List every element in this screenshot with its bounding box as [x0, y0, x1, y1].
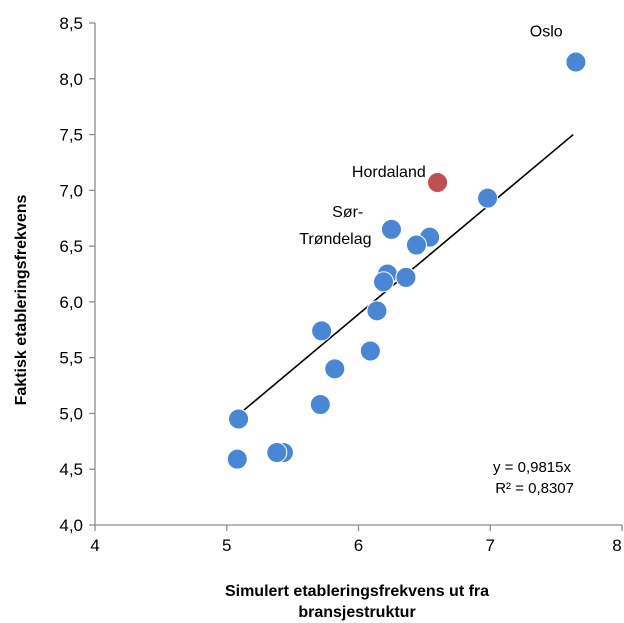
- data-point: [395, 266, 417, 288]
- x-axis: [94, 524, 623, 531]
- data-point: [309, 394, 331, 416]
- y-tick-label: 8,0: [59, 70, 83, 89]
- data-point: [366, 300, 388, 322]
- x-axis-title-line1: Simulert etableringsfrekvens ut fra: [225, 583, 489, 600]
- x-tick-labels: 4 5 6 7 8: [90, 536, 621, 555]
- data-point: [266, 441, 288, 463]
- x-tick-label: 6: [354, 536, 363, 555]
- data-point: [477, 187, 499, 209]
- r-squared: R² = 0,8307: [495, 480, 574, 497]
- y-tick-label: 4,5: [59, 460, 83, 479]
- point-annotation: Oslo: [530, 23, 563, 40]
- point-annotation: Sør-: [332, 204, 363, 221]
- data-points: [226, 51, 587, 470]
- data-point: [228, 408, 250, 430]
- y-tick-label: 4,0: [59, 516, 83, 535]
- annotations: Oslo Hordaland Sør- Trøndelag: [299, 23, 563, 247]
- regression-equation: y = 0,9815x: [493, 459, 571, 476]
- data-point: [311, 320, 333, 342]
- data-point: [359, 340, 381, 362]
- y-tick-label: 5,0: [59, 404, 83, 423]
- data-point: [427, 172, 449, 194]
- point-annotation: Hordaland: [352, 164, 426, 181]
- y-tick-label: 7,0: [59, 181, 83, 200]
- y-tick-label: 8,5: [59, 14, 83, 33]
- data-point: [565, 51, 587, 73]
- x-tick-label: 8: [612, 536, 621, 555]
- y-tick-label: 6,5: [59, 237, 83, 256]
- y-axis: [89, 22, 96, 526]
- y-tick-label: 7,5: [59, 126, 83, 145]
- x-tick-label: 4: [90, 536, 99, 555]
- data-point: [373, 271, 395, 293]
- x-tick-label: 5: [222, 536, 231, 555]
- x-tick-label: 7: [486, 536, 495, 555]
- y-axis-title: Faktisk etableringsfrekvens: [13, 195, 30, 406]
- y-tick-label: 6,0: [59, 293, 83, 312]
- data-point: [380, 218, 402, 240]
- x-axis-title-line2: bransjestruktur: [298, 604, 415, 621]
- point-annotation: Trøndelag: [299, 231, 371, 248]
- data-point: [226, 448, 248, 470]
- data-point: [324, 358, 346, 380]
- y-tick-label: 5,5: [59, 349, 83, 368]
- data-point: [405, 234, 427, 256]
- y-tick-labels: 4,0 4,5 5,0 5,5 6,0 6,5 7,0 7,5 8,0 8,5: [59, 14, 83, 535]
